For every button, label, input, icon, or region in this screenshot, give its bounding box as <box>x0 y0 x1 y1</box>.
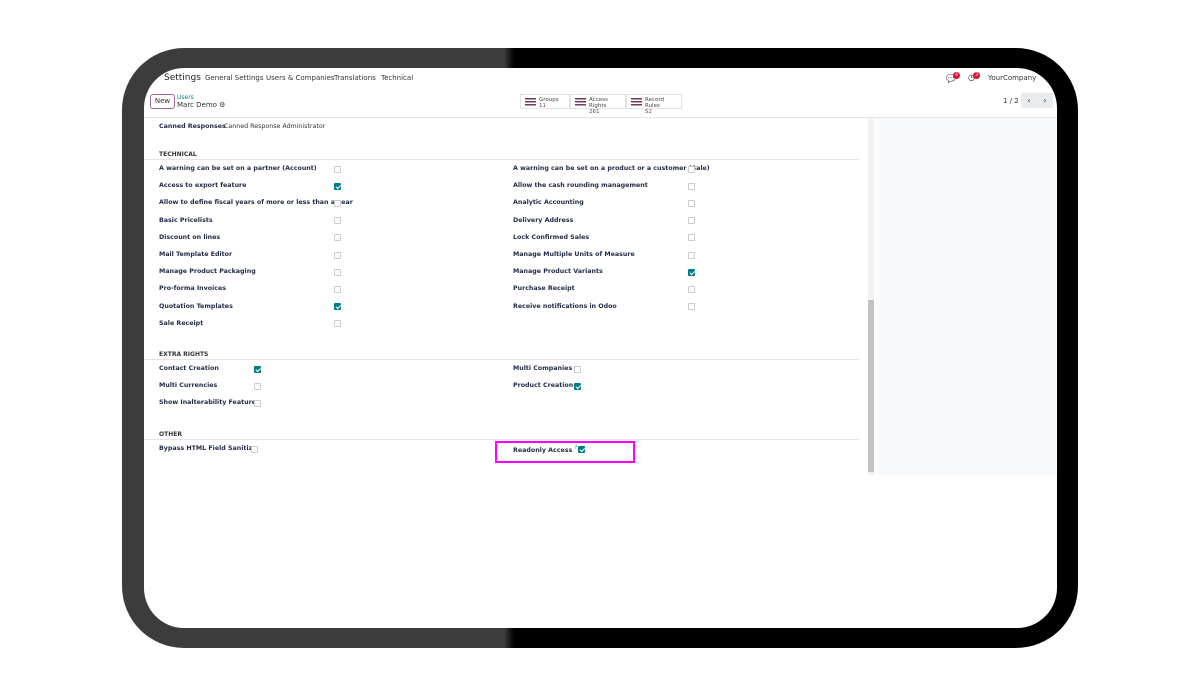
checkbox[interactable] <box>688 303 695 311</box>
checkbox[interactable] <box>254 365 261 373</box>
checkbox[interactable] <box>688 165 695 173</box>
gear-icon[interactable]: ⚙ <box>219 101 226 109</box>
list-icon <box>631 98 642 106</box>
checkbox[interactable] <box>334 234 341 242</box>
menu-users-companies[interactable]: Users & Companies <box>266 74 335 82</box>
field-label: Basic Pricelists <box>159 216 213 224</box>
messages-icon[interactable]: 💬 <box>946 74 956 83</box>
field-label: Manage Product Packaging <box>159 268 256 276</box>
activity-clock-icon[interactable]: ◷ <box>968 73 975 82</box>
app-title[interactable]: Settings <box>164 73 201 83</box>
field-label: Multi Currencies <box>159 382 218 390</box>
field-label: A warning can be set on a partner (Accou… <box>159 165 317 172</box>
field-label: Mail Template Editor <box>159 251 233 258</box>
record-name: Marc Demo ⚙ <box>177 101 225 109</box>
field-label: Quotation Templates <box>159 302 233 310</box>
smart-button-groups[interactable]: Groups 11 <box>520 94 570 109</box>
canned-responses-value[interactable]: Canned Response Administrator <box>224 123 326 130</box>
field-label: Allow to define fiscal years of more or … <box>159 199 353 207</box>
checkbox[interactable] <box>574 382 581 390</box>
checkbox[interactable] <box>251 445 258 453</box>
field-label: Lock Confirmed Sales <box>513 233 590 241</box>
field-label: Bypass HTML Field Sanitize <box>159 445 257 452</box>
checkbox[interactable] <box>688 268 695 276</box>
field-label: Allow the cash rounding management <box>513 182 648 190</box>
checkbox[interactable] <box>334 268 341 276</box>
menu-technical[interactable]: Technical <box>381 74 414 82</box>
checkbox[interactable] <box>254 382 261 390</box>
activity-badge: 3 <box>973 72 980 79</box>
checkbox[interactable] <box>334 320 341 328</box>
checkbox[interactable] <box>334 165 341 173</box>
field-label: A warning can be set on a product or a c… <box>513 165 710 172</box>
checkbox[interactable] <box>688 251 695 259</box>
field-label: Manage Multiple Units of Measure <box>513 251 635 258</box>
field-label: Manage Product Variants <box>513 268 603 276</box>
section-divider <box>144 359 859 360</box>
field-label: Delivery Address <box>513 216 574 224</box>
pager-next-button[interactable]: › <box>1037 93 1053 108</box>
field-label: Sale Receipt <box>159 319 204 327</box>
checkbox[interactable] <box>688 234 695 242</box>
messages-badge: 4 <box>953 72 960 79</box>
section-extra-title: EXTRA RIGHTS <box>159 351 209 358</box>
field-label: Discount on lines <box>159 233 221 241</box>
checkbox[interactable] <box>334 251 341 259</box>
checkbox[interactable] <box>578 445 585 453</box>
checkbox[interactable] <box>688 285 695 293</box>
section-divider <box>144 159 859 160</box>
checkbox[interactable] <box>334 285 341 293</box>
divider <box>144 117 1057 118</box>
scrollbar[interactable] <box>868 118 874 475</box>
canned-responses-label: Canned Responses <box>159 123 226 130</box>
smart-button-record-rules[interactable]: Record Rules 52 <box>626 94 682 115</box>
record-title: Marc Demo <box>177 101 217 109</box>
field-label: Access to export feature <box>159 182 247 190</box>
pager-value[interactable]: 1 / 2 <box>1003 97 1019 105</box>
checkbox[interactable] <box>254 399 261 407</box>
checkbox[interactable] <box>574 365 581 373</box>
checkbox[interactable] <box>334 303 341 311</box>
field-label: Pro-forma Invoices <box>159 285 226 293</box>
field-label: Product Creation <box>513 382 574 390</box>
field-label: Purchase Receipt <box>513 285 575 293</box>
checkbox[interactable] <box>688 217 695 225</box>
section-other-title: OTHER <box>159 431 182 438</box>
checkbox[interactable] <box>334 182 341 190</box>
field-label: Multi Companies <box>513 365 573 372</box>
users-icon <box>525 98 536 106</box>
pager-prev-button[interactable]: ‹ <box>1021 93 1037 108</box>
checkbox[interactable] <box>688 182 695 190</box>
help-tooltip-icon[interactable]: ? <box>574 445 578 451</box>
new-button[interactable]: New <box>150 94 175 109</box>
menu-translations[interactable]: Translations <box>334 74 376 82</box>
section-divider <box>144 439 859 440</box>
field-label: Contact Creation <box>159 365 219 372</box>
chatter-panel <box>875 118 1057 475</box>
checkbox[interactable] <box>688 199 695 207</box>
field-label: Show Inalterability Features <box>159 399 260 407</box>
section-technical-title: TECHNICAL <box>159 151 197 158</box>
field-label: Analytic Accounting <box>513 199 584 207</box>
menu-general-settings[interactable]: General Settings <box>205 74 264 82</box>
field-label: Readonly Access ? <box>513 445 578 455</box>
field-label: Receive notifications in Odoo <box>513 302 617 310</box>
smart-button-access-rights[interactable]: Access Rights 261 <box>570 94 626 115</box>
list-icon <box>575 98 586 106</box>
company-switcher[interactable]: YourCompany <box>988 74 1037 82</box>
highlight-box <box>495 441 635 463</box>
screen: Settings General Settings Users & Compan… <box>144 68 1057 628</box>
breadcrumb-users[interactable]: Users <box>177 94 194 101</box>
checkbox[interactable] <box>334 199 341 207</box>
checkbox[interactable] <box>334 217 341 225</box>
